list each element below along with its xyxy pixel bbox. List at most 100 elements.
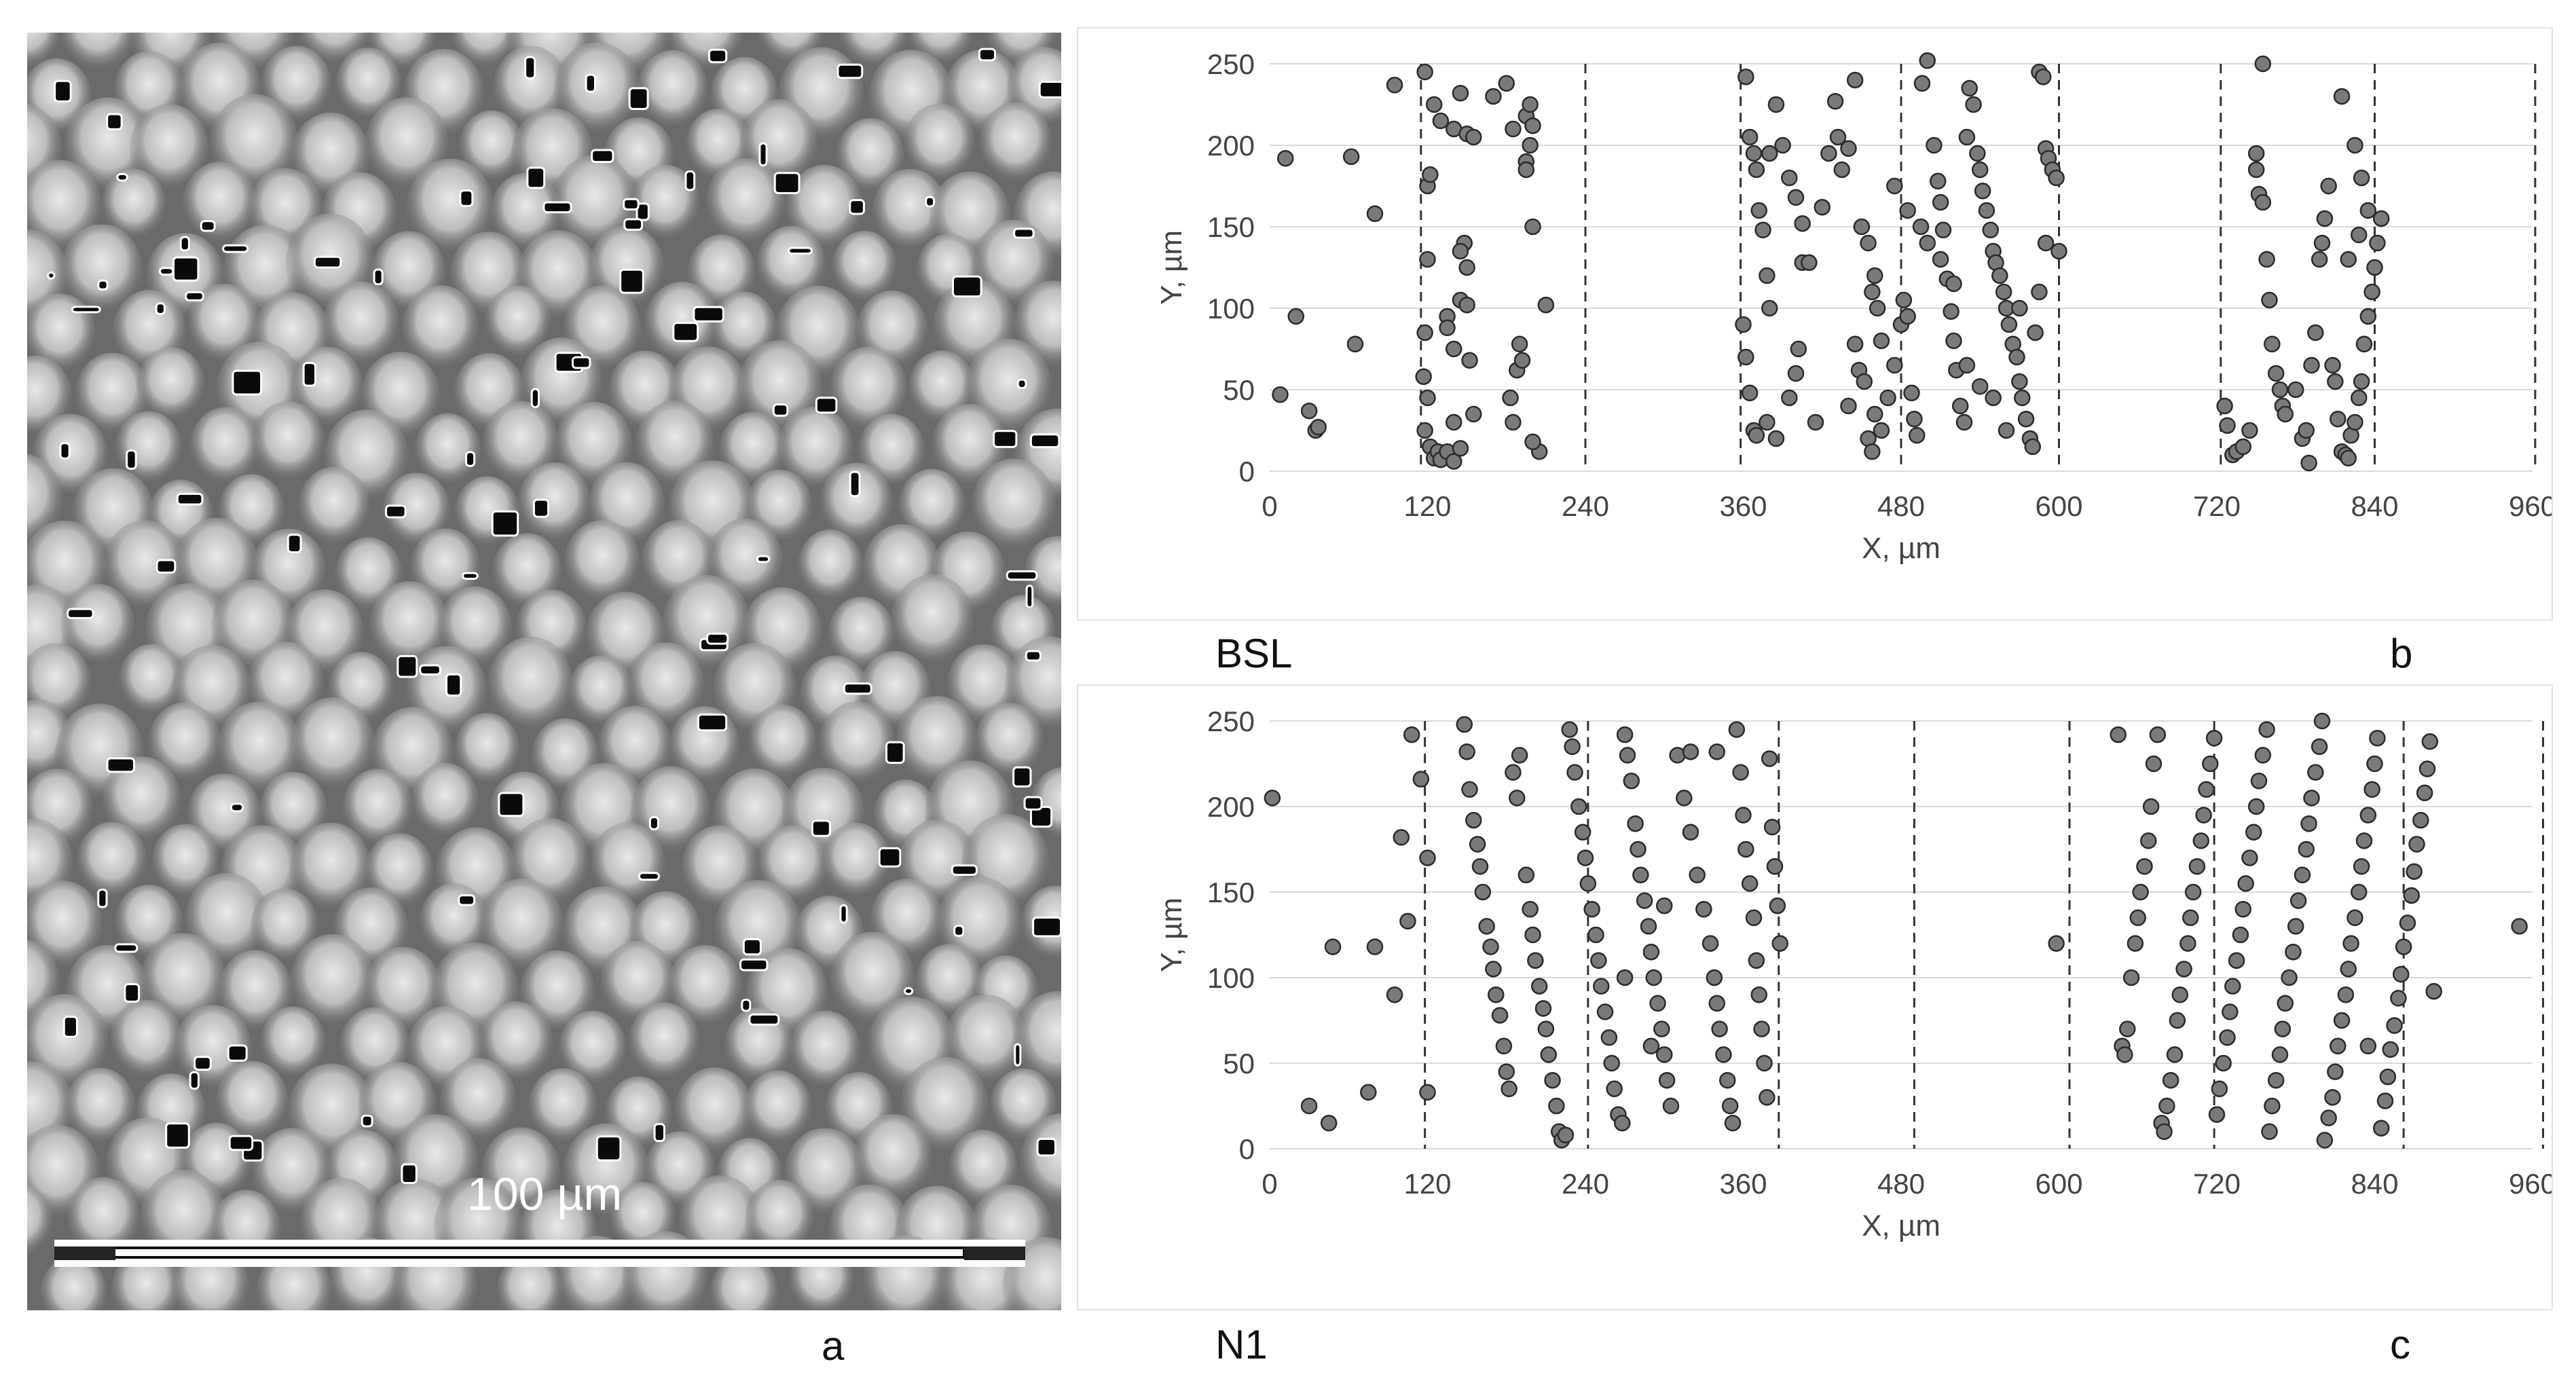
grain-blob xyxy=(27,293,96,377)
chart-c-data-point xyxy=(1485,961,1502,978)
chart-b-data-point xyxy=(1342,148,1360,166)
chart-c-data-point xyxy=(1461,781,1478,798)
chart-b-data-point xyxy=(2011,299,2028,317)
chart-b-data-point xyxy=(1869,299,1886,317)
chart-c-xtick-label: 720 xyxy=(2193,1168,2241,1200)
chart-c-data-point xyxy=(2232,926,2249,944)
chart-b-data-point xyxy=(1866,405,1883,423)
chart-c-data-point xyxy=(2219,1029,2236,1046)
pore xyxy=(951,864,978,876)
chart-b-data-point xyxy=(1961,79,1978,97)
chart-c-xtick-label: 120 xyxy=(1403,1168,1451,1200)
chart-c-data-point xyxy=(2294,866,2311,884)
chart-b-data-point xyxy=(1287,308,1304,325)
chart-b-data-point xyxy=(2359,202,2377,219)
grain-blob xyxy=(118,644,185,720)
grain-blob xyxy=(971,458,1057,557)
pore xyxy=(742,938,762,956)
chart-c-data-point xyxy=(2379,1068,2397,1086)
chart-c-data-point xyxy=(1583,900,1600,918)
chart-c-data-point xyxy=(2258,721,2275,738)
chart-b-data-point xyxy=(2340,449,2357,467)
chart-b-data-point xyxy=(1972,377,1989,395)
chart-b-data-point xyxy=(2351,226,2368,244)
pore xyxy=(106,757,135,773)
chart-b-data-point xyxy=(1277,149,1294,167)
chart-c-data-point xyxy=(1645,969,1662,986)
pore xyxy=(672,322,699,342)
chart-b-data-point xyxy=(1906,410,1923,428)
pore xyxy=(1025,650,1042,662)
pore xyxy=(114,943,139,953)
chart-b-data-point xyxy=(1745,145,1763,162)
chart-c-data-point xyxy=(1579,875,1597,892)
chart-c-data-point xyxy=(2406,863,2423,881)
chart-c-data-point xyxy=(2353,857,2370,875)
chart-c-data-point xyxy=(2324,1089,2341,1106)
grain-blob xyxy=(667,945,743,1032)
chart-c-data-point xyxy=(1482,938,1499,955)
chart-c-data-point xyxy=(1505,764,1522,781)
chart-b-data-point xyxy=(1522,136,1539,154)
pore xyxy=(313,255,342,269)
grain-blob xyxy=(517,462,591,547)
chart-b-data-point xyxy=(2353,373,2370,390)
chart-c-data-point xyxy=(2333,1012,2351,1029)
pore xyxy=(707,48,728,64)
pore xyxy=(885,741,905,764)
chart-b-data-point xyxy=(1958,128,1976,146)
chart-c-data-point xyxy=(1540,1046,1557,1063)
chart-b-data-point xyxy=(1982,221,1999,239)
chart-c-data-point xyxy=(2340,961,2357,978)
chart-c-data-point xyxy=(2110,726,2127,743)
grain-blob xyxy=(147,702,222,788)
chart-b-data-point xyxy=(2333,88,2351,105)
pore xyxy=(401,1163,418,1184)
chart-c-data-point xyxy=(1264,790,1281,807)
chart-b-data-point xyxy=(1754,221,1771,239)
pore xyxy=(165,1122,190,1149)
pore xyxy=(878,847,902,868)
chart-c-data-point xyxy=(1300,1097,1318,1115)
chart-b-data-point xyxy=(1748,426,1765,444)
chart-c-data-point xyxy=(1656,1046,1673,1063)
chart-c-data-point xyxy=(2179,935,2196,952)
chart-b-data-point xyxy=(2216,397,2233,415)
chart-c-ytick-label: 150 xyxy=(1207,876,1255,908)
chart-c-data-point xyxy=(2162,1071,2179,1089)
chart-c-data-point xyxy=(2399,915,2416,931)
chart-b-data-point xyxy=(2355,335,2373,353)
pore xyxy=(1014,1043,1022,1067)
pore xyxy=(232,369,263,396)
chart-b-data-point xyxy=(1419,251,1436,268)
chart-b-data-point xyxy=(1853,218,1871,236)
chart-b-data-point xyxy=(1458,259,1475,276)
grain-blob xyxy=(289,822,372,917)
chart-b-data-point xyxy=(1446,413,1462,431)
chart-c-data-point xyxy=(1724,1114,1742,1132)
pore xyxy=(951,275,982,298)
pore xyxy=(542,201,572,214)
chart-b-data-point xyxy=(1759,267,1775,284)
pore xyxy=(571,356,591,369)
chart-b-data-point xyxy=(1846,335,1864,353)
chart-b-data-point xyxy=(1895,291,1913,309)
micrograph-texture xyxy=(27,33,1061,1310)
grain-blob xyxy=(903,103,976,187)
pore xyxy=(773,172,801,194)
pore xyxy=(526,166,546,189)
grain-blob xyxy=(745,1179,815,1260)
chart-b-ytick-label: 50 xyxy=(1223,374,1255,406)
grain-blob xyxy=(564,519,641,608)
chart-c-data-point xyxy=(2182,909,2199,927)
chart-b-data-point xyxy=(1465,128,1482,146)
chart-b-y-axis-title: Y, µm xyxy=(1155,230,1188,305)
chart-c-data-point xyxy=(1403,726,1420,743)
chart-b-data-point xyxy=(1416,63,1433,81)
chart-c-data-point xyxy=(1732,764,1749,781)
pore xyxy=(623,218,644,231)
grain-blob xyxy=(250,888,319,967)
chart-b-data-point xyxy=(1919,52,1936,69)
chart-c-data-point xyxy=(1715,1046,1732,1063)
chart-c-data-point xyxy=(2311,738,2328,756)
